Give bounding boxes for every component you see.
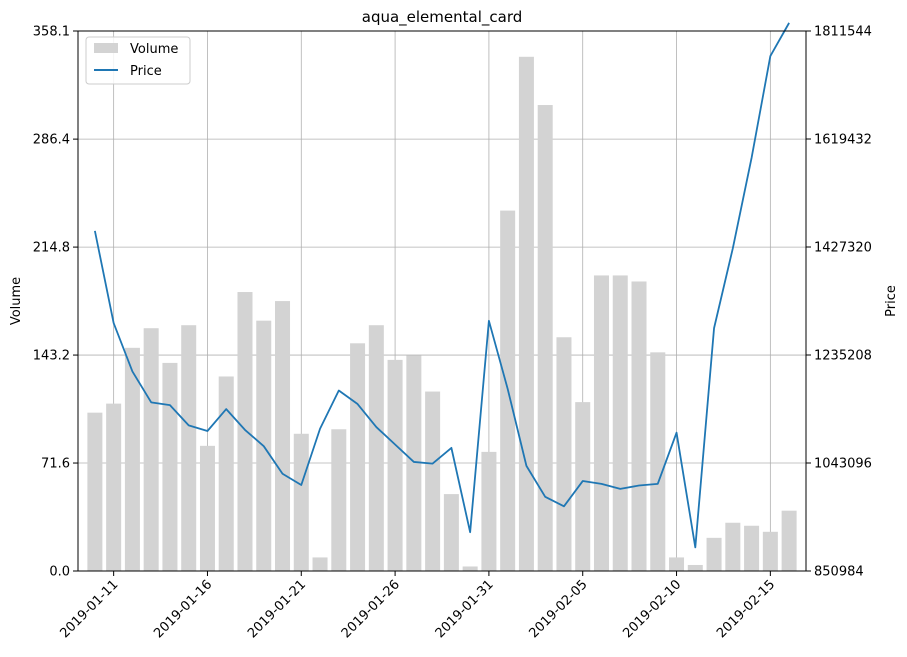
right-tick-label: 1235208 (814, 349, 872, 364)
left-axis-label: Volume (9, 277, 24, 325)
volume-bar (575, 402, 591, 571)
volume-bar (612, 275, 628, 571)
volume-bar (312, 557, 328, 571)
right-tick-label: 1619432 (814, 133, 872, 148)
price-line-layer (94, 22, 790, 549)
x-tick-label: 2019-02-05 (527, 577, 591, 641)
left-tick-label: 0.0 (49, 565, 70, 580)
legend: Volume Price (85, 36, 191, 85)
volume-bar (406, 355, 422, 571)
volume-bar (143, 328, 159, 571)
volume-bar (199, 445, 215, 571)
volume-bar (725, 522, 741, 571)
right-axis-label: Price (884, 285, 899, 317)
volume-bar (218, 376, 234, 571)
x-tick-label: 2019-02-10 (620, 577, 684, 641)
legend-volume-swatch (94, 43, 118, 53)
volume-bar (518, 56, 534, 572)
x-tick-label: 2019-01-21 (245, 577, 309, 641)
volume-bar (669, 557, 685, 571)
volume-bar (537, 105, 553, 571)
volume-bar (781, 510, 797, 571)
volume-bar (706, 537, 722, 571)
volume-bar (744, 525, 760, 571)
volume-bar (350, 343, 366, 571)
volume-bar (443, 494, 459, 571)
volume-bar (331, 429, 347, 571)
x-tick-label: 2019-02-15 (714, 577, 778, 641)
left-tick-label: 143.2 (33, 349, 70, 364)
right-tick-label: 1811544 (814, 25, 872, 40)
left-tick-label: 214.8 (33, 241, 70, 256)
volume-bar (275, 301, 291, 571)
legend-volume-label: Volume (130, 42, 178, 57)
left-tick-label: 71.6 (41, 457, 70, 472)
chart-title: aqua_elemental_card (362, 8, 523, 27)
left-tick-label: 286.4 (33, 133, 70, 148)
volume-bar (87, 412, 103, 571)
right-tick-label: 1043096 (814, 457, 872, 472)
right-tick-label: 1427320 (814, 241, 872, 256)
volume-bar (293, 433, 309, 571)
volume-bar (593, 275, 609, 571)
x-tick-label: 2019-01-11 (57, 577, 121, 641)
x-tick-label: 2019-01-31 (433, 577, 497, 641)
x-tick-label: 2019-01-16 (151, 577, 215, 641)
volume-bar (162, 362, 178, 571)
price-line (94, 22, 790, 549)
right-tick-label: 850984 (814, 565, 864, 580)
volume-bar (425, 391, 441, 571)
volume-bar (124, 347, 140, 571)
plot-frame (77, 30, 807, 572)
left-tick-label: 358.1 (33, 25, 70, 40)
volume-bar (762, 531, 778, 571)
volume-bars (87, 56, 797, 572)
volume-bar (387, 359, 403, 571)
volume-bar (462, 566, 478, 571)
x-tick-label: 2019-01-26 (339, 577, 403, 641)
volume-bar (237, 292, 253, 571)
volume-bar (181, 325, 197, 571)
legend-price-label: Price (130, 64, 162, 79)
volume-bar (368, 325, 384, 571)
x-axis: 2019-01-11 2019-01-16 2019-01-21 2019-01-26… (57, 571, 778, 641)
volume-bar (106, 403, 122, 571)
left-axis: 0.0 71.6 143.2 214.8 286.4 358.1 (33, 25, 78, 580)
volume-bar (556, 337, 572, 571)
volume-bar (481, 451, 497, 571)
volume-bar (650, 352, 666, 571)
right-axis: 850984 1043096 1235208 1427320 1619432 181154… (806, 25, 872, 580)
volume-bar (687, 564, 703, 571)
volume-bar (631, 281, 647, 571)
